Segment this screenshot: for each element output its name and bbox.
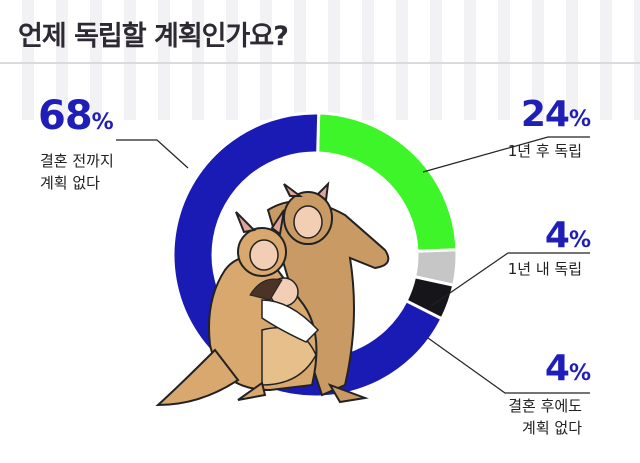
category-label-after-1yr: 1년 후 독립 bbox=[507, 142, 582, 160]
leader-line-24 bbox=[422, 136, 590, 173]
pct-label-4b: 4% bbox=[544, 348, 591, 389]
leader-line-4b bbox=[427, 337, 590, 394]
kangaroo-family-icon bbox=[155, 181, 390, 407]
category-label-within-1yr: 1년 내 독립 bbox=[507, 260, 582, 278]
page-title: 언제 독립할 계획인가요? bbox=[18, 21, 289, 52]
pct-label-4a: 4% bbox=[544, 215, 591, 256]
leader-line-4a bbox=[430, 252, 590, 307]
background-stripes bbox=[0, 0, 640, 120]
category-label-no-plan: 결혼 전까지 계획 없다 bbox=[40, 152, 114, 192]
pct-label-68: 68% bbox=[38, 93, 114, 139]
leader-line-68 bbox=[116, 139, 189, 169]
title-divider bbox=[0, 62, 640, 64]
category-label-after-marriage: 결혼 후에도 계획 없다 bbox=[508, 397, 582, 437]
pct-label-24: 24% bbox=[520, 94, 591, 135]
